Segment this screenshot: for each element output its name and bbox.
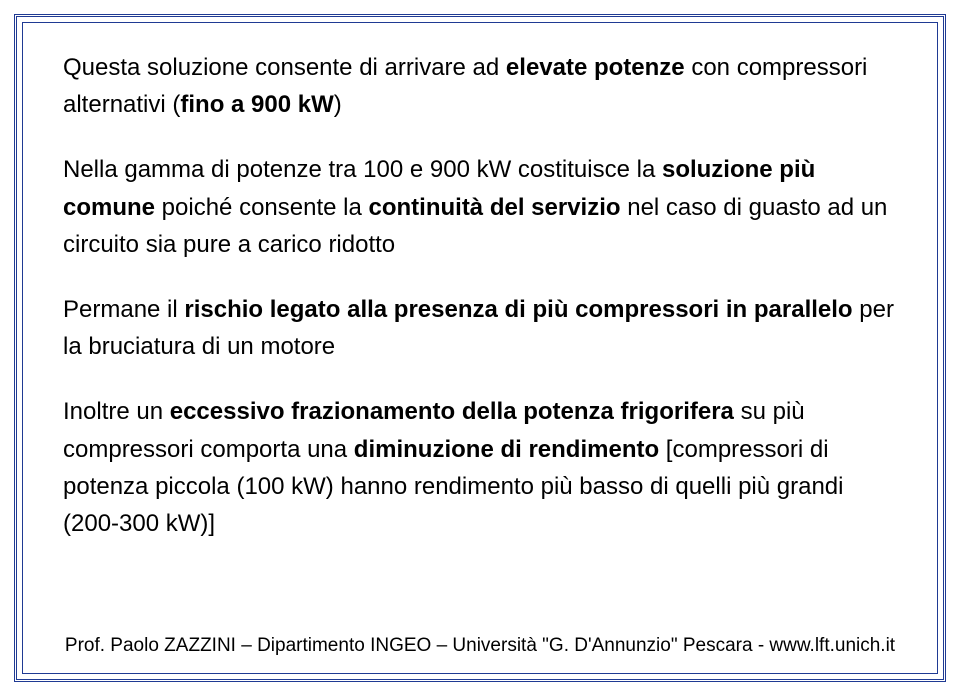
slide-footer: Prof. Paolo ZAZZINI – Dipartimento INGEO… bbox=[23, 635, 937, 657]
paragraph-3: Permane il rischio legato alla presenza … bbox=[63, 291, 897, 365]
slide-content: Questa soluzione consente di arrivare ad… bbox=[63, 49, 897, 570]
paragraph-4: Inoltre un eccessivo frazionamento della… bbox=[63, 393, 897, 542]
slide-inner-border: Questa soluzione consente di arrivare ad… bbox=[22, 22, 938, 674]
paragraph-2: Nella gamma di potenze tra 100 e 900 kW … bbox=[63, 151, 897, 263]
slide-outer-border: Questa soluzione consente di arrivare ad… bbox=[14, 14, 946, 682]
paragraph-1: Questa soluzione consente di arrivare ad… bbox=[63, 49, 897, 123]
